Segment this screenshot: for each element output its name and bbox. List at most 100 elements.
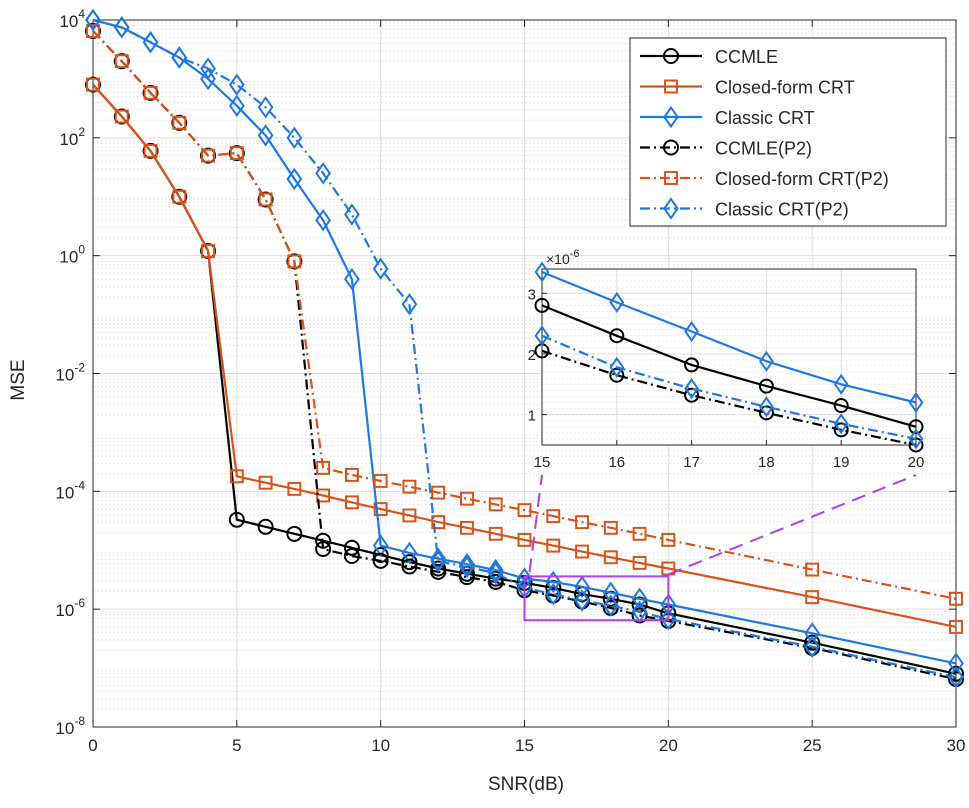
data-point (315, 209, 332, 232)
data-point (804, 622, 821, 645)
inset-data-point (833, 398, 849, 414)
data-point (603, 520, 618, 535)
inset-series-line (541, 349, 917, 447)
data-point (201, 244, 216, 258)
data-point (287, 254, 302, 269)
zoom-connector-line (667, 474, 917, 576)
legend-label: CCMLE(P2) (715, 139, 812, 159)
data-point (546, 538, 561, 553)
data-point (488, 526, 503, 541)
inset-x-tick-label: 20 (908, 454, 925, 471)
data-point (949, 591, 963, 606)
data-point (460, 491, 474, 506)
data-point (200, 57, 216, 80)
legend-marker (663, 197, 679, 220)
data-point (401, 558, 418, 575)
data-point (603, 550, 618, 565)
data-point (545, 582, 562, 606)
inset-data-point (684, 378, 699, 400)
data-point (113, 108, 130, 125)
data-point (430, 563, 447, 580)
inset-y-tick-label: 2 (528, 347, 536, 364)
data-point (344, 467, 359, 482)
inset-data-point (609, 367, 625, 383)
x-tick-label: 15 (515, 736, 534, 755)
data-point (344, 267, 360, 291)
data-point (315, 162, 332, 185)
legend-item: Classic CRT(P2) (640, 197, 849, 220)
data-point (602, 581, 619, 604)
inset-data-point (534, 297, 550, 313)
x-tick-label: 25 (803, 736, 822, 755)
data-point (546, 509, 561, 524)
data-point (372, 552, 389, 569)
data-point (949, 619, 963, 634)
inset-series-line (541, 334, 917, 440)
zoom-annotation (523, 474, 917, 622)
y-tick-label: 10-6 (55, 596, 85, 620)
series-closed-form-crt (86, 77, 963, 634)
data-point (257, 191, 274, 208)
data-point (575, 544, 589, 559)
data-point (545, 570, 562, 594)
data-point (286, 167, 303, 191)
inset-data-point (833, 413, 849, 435)
y-tick-label: 100 (59, 243, 85, 267)
x-tick-label: 30 (947, 736, 966, 755)
data-point (661, 561, 676, 576)
data-point (344, 203, 360, 226)
legend-box (629, 37, 947, 227)
legend-label: Classic CRT(P2) (715, 200, 849, 220)
data-point (171, 114, 188, 131)
inset-y-tick-label: 3 (528, 286, 536, 303)
data-point (114, 109, 129, 124)
inset-data-point (908, 419, 924, 435)
data-point (459, 553, 475, 576)
data-point (143, 85, 158, 100)
data-point (373, 502, 388, 517)
data-point (229, 469, 244, 484)
data-point (402, 508, 417, 523)
data-point (316, 460, 331, 475)
legend-item: CCMLE(P2) (640, 139, 812, 159)
zoom-region-box (523, 575, 670, 622)
data-point (86, 77, 100, 92)
data-point (86, 24, 100, 38)
inset-data-point (609, 356, 625, 378)
data-point (805, 562, 820, 577)
data-point (372, 534, 389, 557)
data-point (201, 148, 216, 163)
inset-data-point (758, 378, 774, 394)
data-point (488, 497, 503, 512)
data-point (258, 475, 273, 490)
data-point (143, 143, 158, 158)
inset-x-tick-label: 15 (534, 454, 551, 471)
data-point (487, 561, 504, 585)
x-tick-label: 20 (659, 736, 678, 755)
data-point (228, 73, 245, 96)
data-point (661, 532, 676, 547)
series-classic-crt-p2- (85, 8, 964, 689)
inset-data-point (908, 428, 924, 450)
y-tick-label: 10-8 (55, 714, 85, 738)
data-point (85, 76, 101, 93)
y-tick-label: 104 (59, 7, 85, 31)
data-point (632, 555, 647, 570)
series-line (92, 18, 957, 665)
data-point (85, 8, 101, 32)
zoom-connector-line (528, 474, 543, 573)
data-point (632, 526, 647, 541)
inset-data-point (684, 357, 700, 373)
y-tick-label: 102 (59, 125, 85, 149)
inset-data-point (833, 373, 849, 395)
data-point (372, 547, 389, 564)
inset-data-point (534, 261, 550, 283)
data-point (228, 511, 245, 528)
x-axis-label: SNR(dB) (488, 774, 564, 795)
data-point (487, 558, 504, 582)
data-point (344, 495, 359, 510)
data-point (286, 525, 303, 542)
x-tick-label: 0 (88, 736, 97, 755)
legend-marker (663, 139, 679, 156)
data-point (200, 147, 217, 164)
